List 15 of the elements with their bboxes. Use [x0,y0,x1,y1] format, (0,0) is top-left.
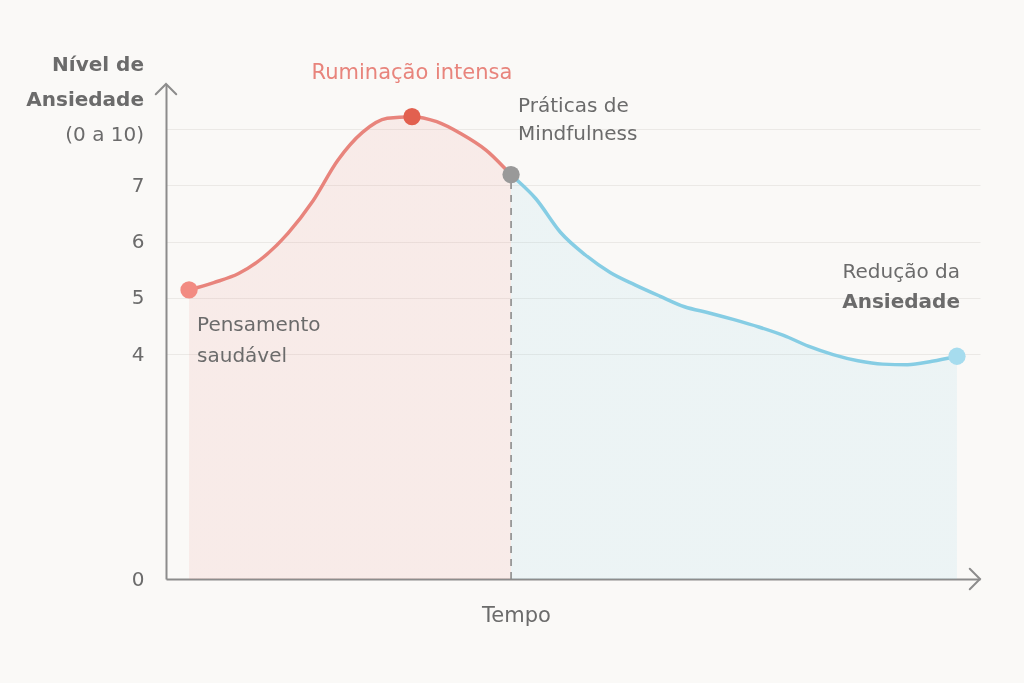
y-tick-label: 7 [131,172,145,197]
annotation: Pensamento saudável [197,311,321,367]
y-tick-label: 6 [131,229,145,253]
point [948,347,966,365]
point [403,107,421,126]
y-tick-label: 5 [131,285,145,310]
annotation: Redução da Ansiedade [842,259,960,314]
point [180,281,198,299]
y-tick-label: 4 [131,341,145,366]
x-axis-title: Tempo [481,602,551,627]
annotation: Práticas de Mindfulness [518,92,638,145]
text: Ruminação intensa [311,59,513,84]
y-axis-title: Nível de Ansiedade (0 a 10) [26,52,144,147]
point [502,165,520,184]
y-tick-label: 0 [131,566,145,591]
